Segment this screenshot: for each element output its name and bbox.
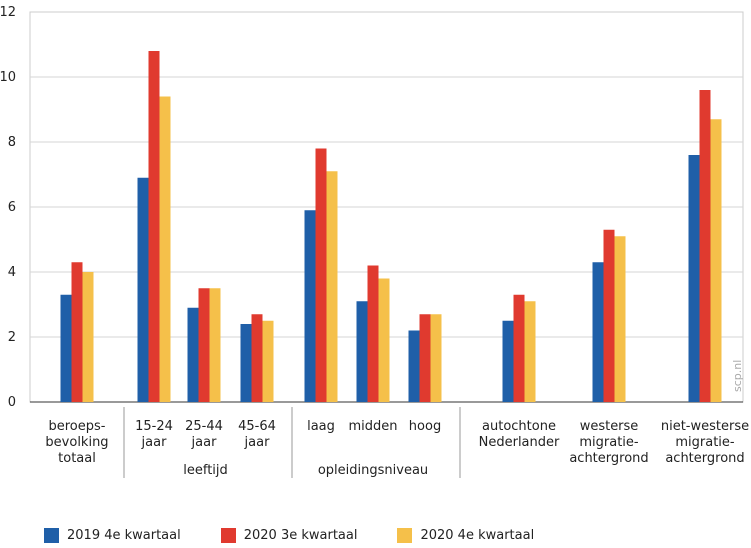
category-label-3-line-0: 45-64 [238, 419, 276, 434]
category-label-7-line-1: Nederlander [479, 435, 560, 450]
bar-2019-q4-cat-0 [60, 294, 72, 402]
legend-item-2020-q3: 2020 3e kwartaal [220, 528, 358, 543]
category-label-7-line-0: autochtone [482, 419, 556, 434]
category-label-1-line-1: jaar [141, 435, 168, 450]
group-label-0: leeftijd [183, 463, 228, 478]
y-tick-label-0: 0 [8, 395, 16, 410]
y-tick-label-8: 8 [8, 135, 16, 150]
bar-2020-q3-cat-3 [251, 314, 263, 402]
y-tick-label-2: 2 [8, 330, 16, 345]
legend-label-2020-q3: 2020 3e kwartaal [243, 528, 358, 543]
category-label-9-line-2: achtergrond [665, 451, 744, 466]
bar-2019-q4-cat-6 [408, 330, 420, 402]
bar-2020-q3-cat-6 [419, 314, 431, 402]
category-label-8-line-2: achtergrond [569, 451, 648, 466]
bar-2020-q4-cat-6 [430, 314, 442, 402]
bar-2020-q3-cat-4 [315, 148, 327, 402]
bar-2019-q4-cat-2 [187, 307, 199, 402]
category-label-5-line-0: midden [348, 419, 397, 434]
bar-2020-q4-cat-5 [378, 278, 390, 402]
y-tick-label-10: 10 [0, 70, 16, 85]
bar-2020-q4-cat-2 [209, 288, 221, 402]
bar-2020-q4-cat-9 [710, 119, 722, 402]
watermark-text: scp.nl [731, 360, 744, 392]
category-label-6-line-0: hoog [409, 419, 441, 434]
category-label-9-line-0: niet-westerse [661, 419, 749, 434]
bar-2019-q4-cat-8 [592, 262, 604, 402]
legend-item-2020-q4: 2020 4e kwartaal [397, 528, 534, 543]
bar-2020-q3-cat-0 [71, 262, 83, 402]
bar-2019-q4-cat-9 [688, 155, 700, 402]
category-label-2-line-0: 25-44 [185, 419, 223, 434]
bar-2020-q3-cat-7 [513, 294, 525, 402]
bar-2019-q4-cat-1 [137, 177, 149, 402]
legend-label-2019-q4: 2019 4e kwartaal [67, 528, 181, 543]
bar-2019-q4-cat-5 [356, 301, 368, 402]
group-label-1: opleidingsniveau [318, 463, 428, 478]
bar-2020-q3-cat-1 [148, 51, 160, 402]
category-label-9-line-1: migratie- [675, 435, 735, 450]
category-label-0-line-1: bevolking [45, 435, 108, 450]
bar-chart: 024681012beroeps-bevolkingtotaal15-24jaa… [0, 5, 749, 478]
bar-2020-q3-cat-8 [603, 229, 615, 402]
bar-2019-q4-cat-7 [502, 320, 514, 402]
bar-2020-q3-cat-9 [699, 90, 711, 402]
bar-2020-q4-cat-8 [614, 236, 626, 402]
bar-2019-q4-cat-4 [304, 210, 316, 402]
category-label-8-line-0: westerse [580, 419, 639, 434]
bar-2019-q4-cat-3 [240, 324, 252, 402]
category-label-8-line-1: migratie- [579, 435, 639, 450]
legend-swatch-2020-q3 [220, 528, 236, 543]
bar-2020-q3-cat-5 [367, 265, 379, 402]
y-tick-label-6: 6 [8, 200, 16, 215]
category-label-1-line-0: 15-24 [135, 419, 173, 434]
y-tick-label-12: 12 [0, 5, 16, 20]
legend-swatch-2019-q4 [44, 528, 59, 543]
category-label-4-line-0: laag [307, 419, 335, 434]
legend-label-2020-q4: 2020 4e kwartaal [420, 528, 535, 543]
category-label-0-line-0: beroeps- [49, 419, 106, 434]
bar-2020-q4-cat-1 [159, 96, 171, 402]
legend: 2019 4e kwartaal 2020 3e kwartaal 2020 4… [44, 528, 574, 543]
legend-item-2019-q4: 2019 4e kwartaal [44, 528, 181, 543]
y-tick-label-4: 4 [8, 265, 16, 280]
bar-2020-q3-cat-2 [198, 288, 210, 402]
category-label-3-line-1: jaar [244, 435, 271, 450]
bar-2020-q4-cat-0 [82, 272, 94, 402]
bar-2020-q4-cat-7 [524, 301, 536, 402]
category-label-0-line-2: totaal [58, 451, 96, 466]
bar-2020-q4-cat-3 [262, 320, 274, 402]
category-label-2-line-1: jaar [191, 435, 218, 450]
bar-2020-q4-cat-4 [326, 171, 338, 402]
legend-swatch-2020-q4 [397, 528, 413, 543]
